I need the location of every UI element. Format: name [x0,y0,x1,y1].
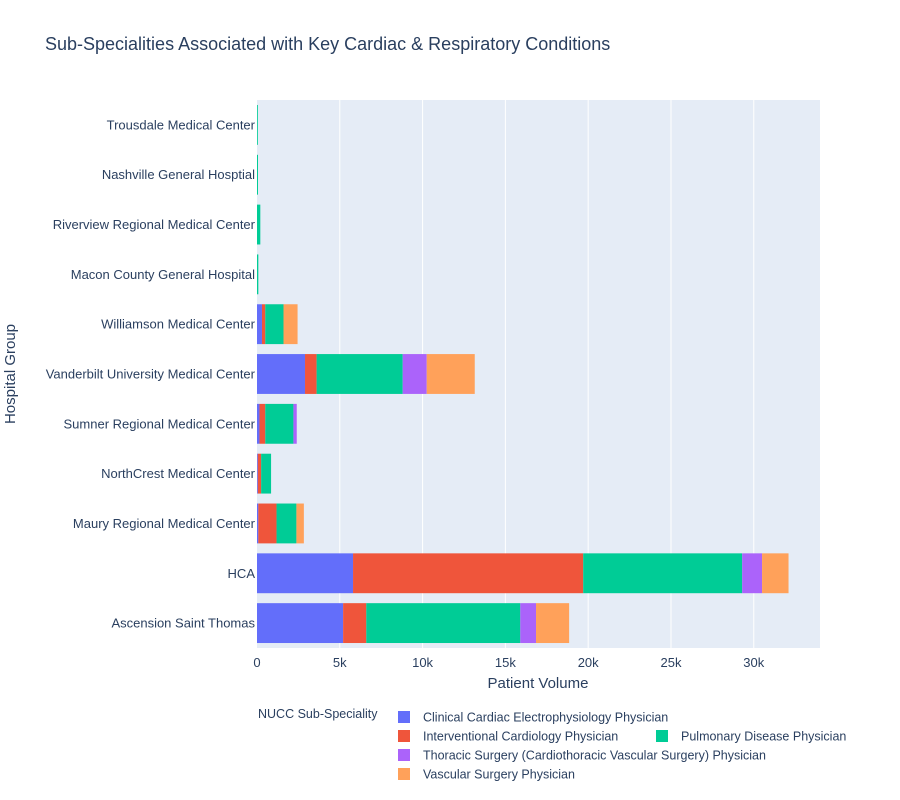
bar-segment[interactable] [366,603,521,644]
x-tick-label: 20k [578,655,599,670]
bar-segment[interactable] [257,453,258,494]
x-tick-label: 30k [743,655,764,670]
y-ticks: Ascension Saint Thomas HCA Maury Regional … [46,117,256,630]
y-tick-label: Vanderbilt University Medical Center [46,367,256,382]
y-tick-label: Sumner Regional Medical Center [64,416,256,431]
bar-segment[interactable] [536,603,570,644]
bar-segment[interactable] [257,603,344,644]
y-tick-label: Macon County General Hospital [71,267,255,282]
bar-segment[interactable] [257,104,258,145]
bar-segment[interactable] [261,453,272,494]
legend-item-label[interactable]: Thoracic Surgery (Cardiothoracic Vascula… [423,749,766,763]
bar-segment[interactable] [283,304,298,345]
bar-segment[interactable] [276,503,297,544]
bar-segment[interactable] [520,603,537,644]
y-tick-label: Nashville General Hosptial [102,167,255,182]
x-tick-label: 10k [412,655,433,670]
legend-swatch[interactable] [398,730,410,742]
bar-segment[interactable] [257,354,306,394]
legend-item-label[interactable]: Interventional Cardiology Physician [423,730,618,744]
bar-segment[interactable] [265,304,284,345]
bar-segment[interactable] [261,304,266,345]
bar-segment[interactable] [258,503,277,544]
y-tick-label: Williamson Medical Center [101,317,256,332]
y-tick-label: HCA [228,566,256,581]
bar-segment[interactable] [742,553,763,594]
legend-item-label[interactable]: Clinical Cardiac Electrophysiology Physi… [423,711,668,725]
y-tick-label: Maury Regional Medical Center [73,516,256,531]
legend-swatch[interactable] [398,768,410,780]
bar-segment[interactable] [296,503,304,544]
y-tick-label: Trousdale Medical Center [107,117,256,132]
bar-segment[interactable] [257,553,354,594]
x-tick-label: 25k [660,655,681,670]
bar-segment[interactable] [257,453,262,494]
y-tick-label: NorthCrest Medical Center [101,466,256,481]
legend-swatch[interactable] [398,749,410,761]
y-axis-title: Hospital Group [2,324,19,424]
x-ticks: 0 5k 10k 15k 20k 25k 30k [253,655,764,670]
x-axis-title: Patient Volume [488,675,589,692]
y-tick-label: Ascension Saint Thomas [111,616,255,631]
chart-title: Sub-Specialities Associated with Key Car… [45,34,610,54]
bar-segment[interactable] [257,403,260,444]
legend[interactable]: Clinical Cardiac Electrophysiology Physi… [398,711,846,782]
bar-segment[interactable] [583,553,743,594]
bar-segment[interactable] [293,403,297,444]
bar-segment[interactable] [257,204,261,245]
bar-segment[interactable] [353,553,584,594]
bar-segment[interactable] [265,403,294,444]
legend-item-label[interactable]: Pulmonary Disease Physician [681,730,846,744]
bar-segment[interactable] [257,503,259,544]
bar-segment[interactable] [257,304,262,345]
legend-swatch[interactable] [656,730,668,742]
bar-segment[interactable] [257,154,258,195]
bar-segment[interactable] [305,354,317,394]
legend-title: NUCC Sub-Speciality [258,707,378,721]
x-tick-label: 0 [253,655,260,670]
bar-segment[interactable] [402,354,427,394]
x-tick-label: 15k [495,655,516,670]
bar-segment[interactable] [316,354,403,394]
bars [257,104,789,644]
bar-segment[interactable] [259,403,266,444]
legend-swatch[interactable] [398,711,410,723]
bar-segment[interactable] [257,254,259,295]
bar-segment[interactable] [343,603,367,644]
bar-segment[interactable] [426,354,475,394]
bar-segment[interactable] [762,553,789,594]
x-tick-label: 5k [333,655,347,670]
legend-item-label[interactable]: Vascular Surgery Physician [423,768,575,782]
y-tick-label: Riverview Regional Medical Center [53,217,256,232]
